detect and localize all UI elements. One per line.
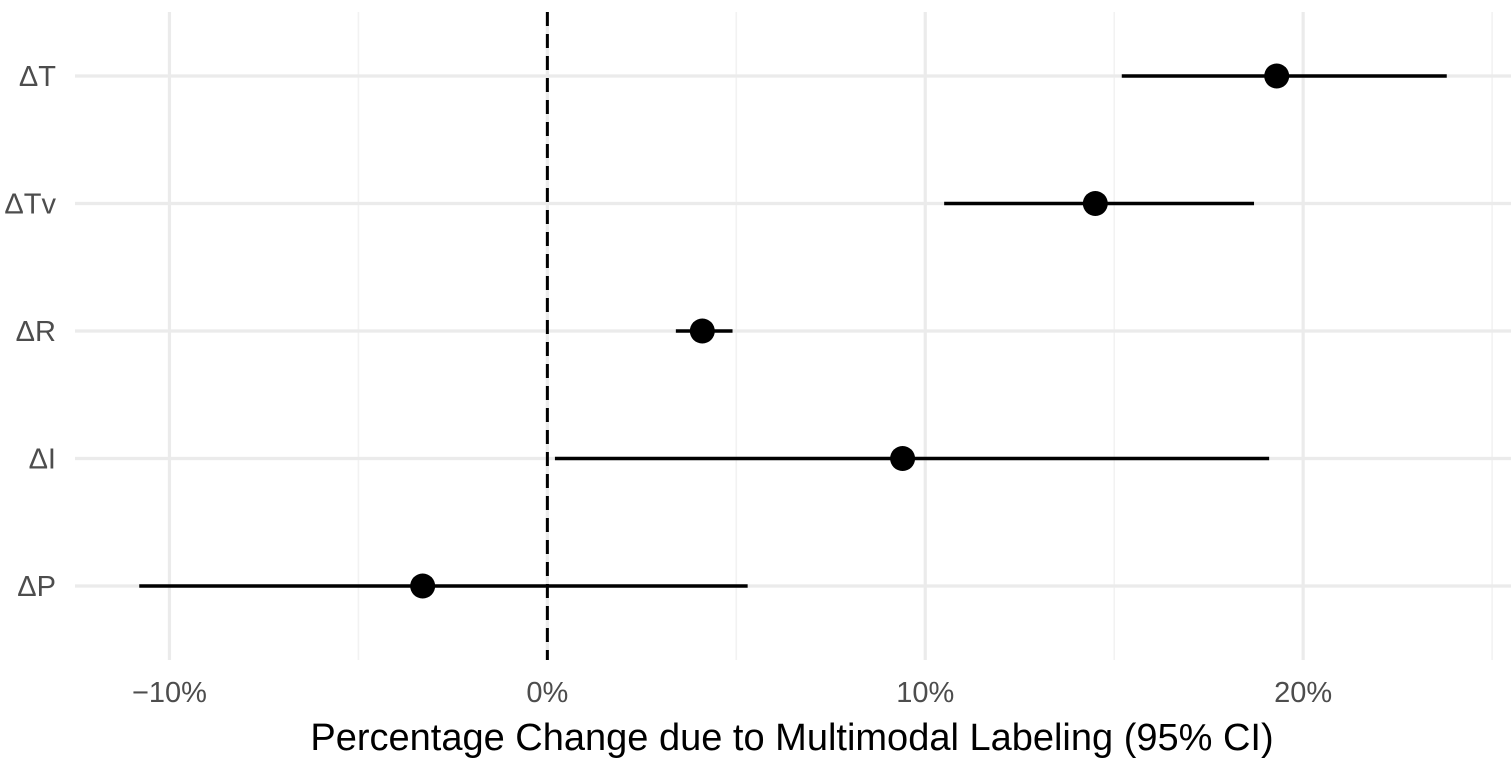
y-tick-label: ΔI xyxy=(29,444,56,476)
y-tick-label: ΔT xyxy=(19,61,56,93)
x-axis-title: Percentage Change due to Multimodal Labe… xyxy=(310,717,1273,759)
point-estimate xyxy=(890,446,916,471)
grid-layer xyxy=(75,12,1511,660)
x-tick-label: 10% xyxy=(896,677,954,709)
y-tick-label: ΔTv xyxy=(4,189,56,221)
marks-layer xyxy=(139,63,1447,599)
point-estimate xyxy=(1082,191,1108,216)
x-tick-label: −10% xyxy=(132,677,207,709)
point-estimate xyxy=(689,318,715,344)
y-tick-label: ΔP xyxy=(17,571,56,603)
x-tick-label: 0% xyxy=(526,677,568,709)
y-tick-label: ΔR xyxy=(16,316,56,348)
point-estimate xyxy=(410,573,436,599)
x-axis-labels: −10% 0% 10% 20% xyxy=(132,677,1332,709)
x-tick-label: 20% xyxy=(1274,677,1332,709)
point-estimate xyxy=(1264,63,1290,89)
y-axis-labels: ΔT ΔTv ΔR ΔI ΔP xyxy=(4,61,56,603)
